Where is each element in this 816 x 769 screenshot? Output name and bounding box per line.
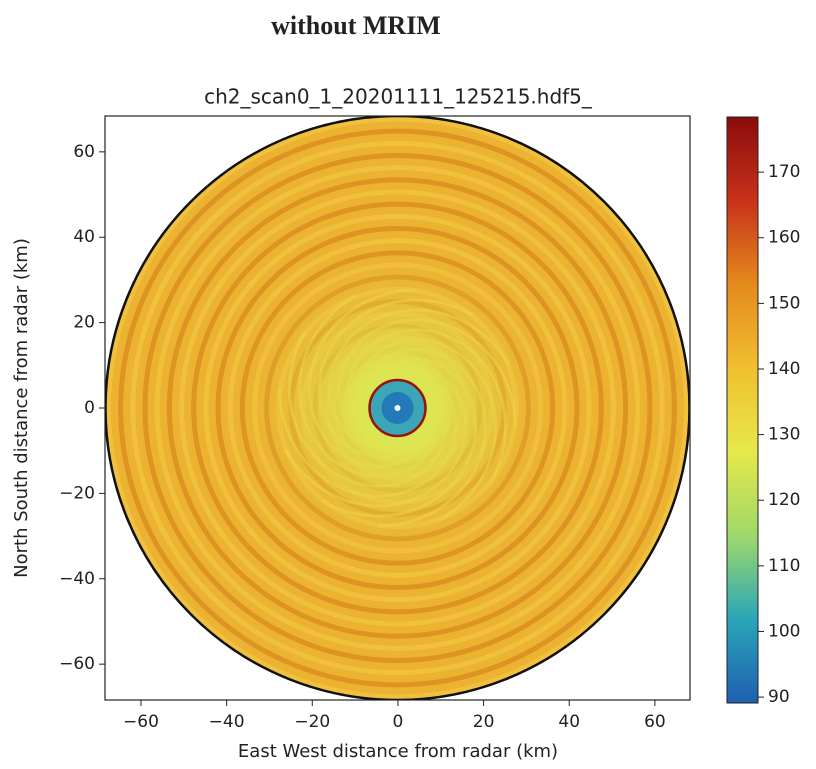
y-tick-label: −20	[59, 483, 95, 503]
heading: without MRIM	[271, 11, 441, 40]
x-tick-label: −60	[123, 712, 159, 732]
colorbar	[726, 116, 759, 704]
range-ring	[191, 201, 604, 615]
colorbar-tick-label: 110	[768, 556, 800, 576]
x-tick-label: 60	[644, 712, 666, 732]
y-tick-label: −40	[59, 569, 95, 589]
x-tick-label: 0	[393, 712, 404, 732]
x-tick-label: −20	[294, 712, 330, 732]
x-tick-label: 20	[473, 712, 495, 732]
y-axis-label: North South distance from radar (km)	[11, 238, 32, 578]
colorbar-tick-label: 100	[768, 621, 800, 641]
y-tick-label: −60	[59, 654, 95, 674]
range-ring	[130, 140, 665, 676]
range-ring	[166, 177, 629, 639]
range-ring	[203, 213, 592, 603]
x-tick-label: −40	[209, 712, 245, 732]
colorbar-tick-label: 150	[768, 293, 800, 313]
range-ring	[215, 226, 580, 590]
y-tick-label: 40	[73, 227, 95, 247]
range-ring	[106, 116, 689, 700]
range-ring	[118, 128, 677, 688]
x-axis-label: East West distance from radar (km)	[238, 741, 558, 762]
y-tick-label: 20	[73, 313, 95, 333]
colorbar-tick-label: 130	[768, 425, 800, 445]
range-ring	[154, 165, 641, 651]
plot-area	[105, 116, 690, 700]
colorbar-tick-label: 170	[768, 162, 800, 182]
colorbar-tick-label: 90	[768, 687, 790, 707]
range-ring	[142, 153, 653, 663]
y-tick-label: 60	[73, 142, 95, 162]
range-ring	[227, 238, 568, 578]
colorbar-tick-label: 140	[768, 359, 800, 379]
x-tick-label: 40	[558, 712, 580, 732]
y-tick-label: 0	[84, 398, 95, 418]
chart-title: ch2_scan0_1_20201111_125215.hdf5_	[204, 85, 593, 109]
colorbar-tick-label: 160	[768, 228, 800, 248]
range-ring	[179, 189, 616, 627]
colorbar-tick-label: 120	[768, 490, 800, 510]
center-dot	[394, 405, 401, 411]
